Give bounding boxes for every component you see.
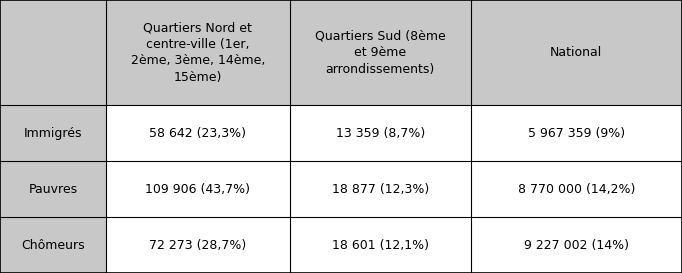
- Text: 9 227 002 (14%): 9 227 002 (14%): [524, 239, 629, 251]
- Bar: [0, 217, 106, 273]
- Bar: [290, 217, 471, 273]
- Bar: [106, 217, 290, 273]
- Bar: [290, 105, 471, 161]
- Text: 5 967 359 (9%): 5 967 359 (9%): [528, 127, 625, 140]
- Text: 58 642 (23,3%): 58 642 (23,3%): [149, 127, 246, 140]
- Bar: [290, 161, 471, 217]
- Text: Pauvres: Pauvres: [28, 183, 78, 195]
- Bar: [0, 161, 106, 217]
- Text: Quartiers Sud (8ème
et 9ème
arrondissements): Quartiers Sud (8ème et 9ème arrondisseme…: [315, 29, 445, 76]
- Text: 109 906 (43,7%): 109 906 (43,7%): [145, 183, 250, 195]
- Bar: [471, 105, 682, 161]
- Bar: [106, 0, 290, 105]
- Text: 8 770 000 (14,2%): 8 770 000 (14,2%): [518, 183, 635, 195]
- Text: Quartiers Nord et
centre-ville (1er,
2ème, 3ème, 14ème,
15ème): Quartiers Nord et centre-ville (1er, 2èm…: [130, 21, 265, 84]
- Bar: [106, 161, 290, 217]
- Text: Chômeurs: Chômeurs: [21, 239, 85, 251]
- Text: Immigrés: Immigrés: [24, 127, 82, 140]
- Text: 13 359 (8,7%): 13 359 (8,7%): [336, 127, 425, 140]
- Bar: [471, 0, 682, 105]
- Bar: [471, 161, 682, 217]
- Bar: [0, 0, 106, 105]
- Text: National: National: [550, 46, 602, 59]
- Text: 18 601 (12,1%): 18 601 (12,1%): [331, 239, 429, 251]
- Bar: [0, 105, 106, 161]
- Text: 18 877 (12,3%): 18 877 (12,3%): [331, 183, 429, 195]
- Bar: [106, 105, 290, 161]
- Bar: [290, 0, 471, 105]
- Bar: [471, 217, 682, 273]
- Text: 72 273 (28,7%): 72 273 (28,7%): [149, 239, 246, 251]
